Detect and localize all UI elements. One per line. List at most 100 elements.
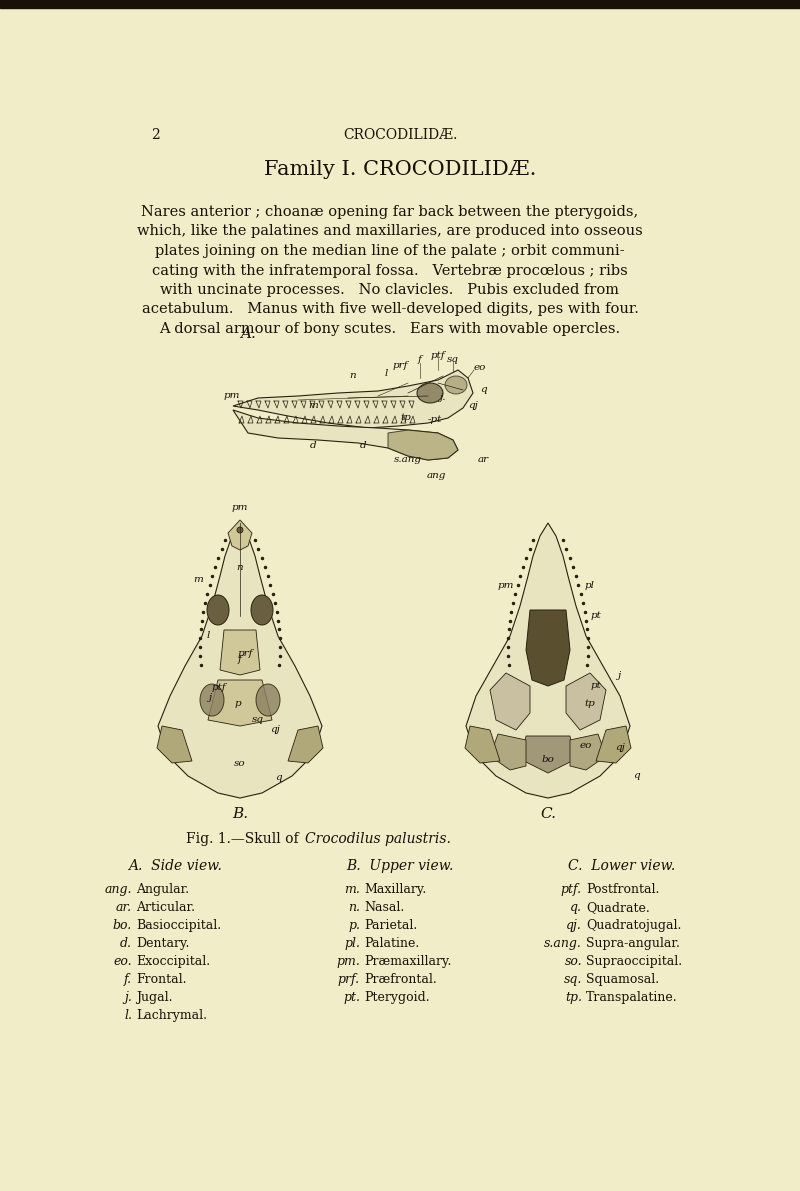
- Text: qj.: qj.: [566, 919, 582, 933]
- Text: B.: B.: [232, 807, 248, 821]
- Text: Articular.: Articular.: [136, 902, 195, 913]
- Text: Præmaxillary.: Præmaxillary.: [364, 955, 451, 968]
- Polygon shape: [466, 523, 630, 798]
- Text: with uncinate processes.   No clavicles.   Pubis excluded from: with uncinate processes. No clavicles. P…: [161, 283, 619, 297]
- Text: -pt: -pt: [428, 416, 442, 424]
- Text: d.: d.: [120, 937, 132, 950]
- Text: qj: qj: [270, 725, 280, 735]
- Text: qj: qj: [468, 401, 478, 411]
- Text: pl: pl: [585, 581, 595, 591]
- Text: pm: pm: [223, 392, 240, 400]
- Text: Nasal.: Nasal.: [364, 902, 404, 913]
- Text: n.: n.: [348, 902, 360, 913]
- Text: n: n: [350, 372, 356, 380]
- Text: 2: 2: [150, 127, 159, 142]
- Text: A.  Side view.: A. Side view.: [128, 859, 222, 873]
- Polygon shape: [570, 734, 606, 771]
- Text: Dentary.: Dentary.: [136, 937, 190, 950]
- Text: eo: eo: [580, 742, 592, 750]
- Text: pt.: pt.: [343, 991, 360, 1004]
- Polygon shape: [208, 680, 272, 727]
- Text: pt: pt: [590, 681, 602, 691]
- Text: l: l: [206, 631, 210, 641]
- Text: q: q: [274, 773, 282, 782]
- Text: Præfrontal.: Præfrontal.: [364, 973, 437, 986]
- Text: prf.: prf.: [338, 973, 360, 986]
- Text: bo.: bo.: [113, 919, 132, 933]
- Text: pm: pm: [232, 504, 248, 512]
- Ellipse shape: [207, 596, 229, 625]
- Text: sq: sq: [252, 716, 264, 724]
- Ellipse shape: [256, 684, 280, 716]
- Text: Nares anterior ; choanæ opening far back between the pterygoids,: Nares anterior ; choanæ opening far back…: [142, 205, 638, 219]
- Polygon shape: [566, 673, 606, 730]
- Text: C.: C.: [540, 807, 556, 821]
- Ellipse shape: [200, 684, 224, 716]
- Text: pl.: pl.: [344, 937, 360, 950]
- Polygon shape: [220, 630, 260, 675]
- Text: Lachrymal.: Lachrymal.: [136, 1009, 207, 1022]
- Text: CROCODILIDÆ.: CROCODILIDÆ.: [343, 127, 457, 142]
- Text: j: j: [618, 672, 622, 680]
- Text: so: so: [234, 759, 246, 767]
- Text: q: q: [480, 386, 486, 394]
- Text: ar: ar: [478, 455, 489, 464]
- Text: q: q: [633, 772, 639, 780]
- Text: Quadratojugal.: Quadratojugal.: [586, 919, 682, 933]
- Text: cating with the infratemporal fossa.   Vertebræ procœlous ; ribs: cating with the infratemporal fossa. Ver…: [152, 263, 628, 278]
- Text: l: l: [384, 369, 388, 379]
- Text: Jugal.: Jugal.: [136, 991, 173, 1004]
- Text: tp: tp: [585, 698, 595, 707]
- Text: ptf.: ptf.: [561, 883, 582, 896]
- Polygon shape: [158, 523, 322, 798]
- Text: Supraoccipital.: Supraoccipital.: [586, 955, 682, 968]
- Text: pm: pm: [498, 581, 514, 591]
- Ellipse shape: [417, 384, 443, 403]
- Polygon shape: [233, 410, 458, 460]
- Ellipse shape: [445, 376, 467, 394]
- Text: prf: prf: [238, 649, 253, 657]
- Text: s.ang.: s.ang.: [544, 937, 582, 950]
- Polygon shape: [596, 727, 631, 763]
- Text: s.ang: s.ang: [394, 455, 422, 464]
- Ellipse shape: [251, 596, 273, 625]
- Text: n: n: [237, 563, 243, 573]
- Text: eo: eo: [474, 363, 486, 373]
- Text: Palatine.: Palatine.: [364, 937, 419, 950]
- Polygon shape: [288, 727, 323, 763]
- Text: m: m: [193, 575, 203, 585]
- Text: bo: bo: [542, 755, 554, 765]
- Text: q.: q.: [570, 902, 582, 913]
- Text: B.  Upper view.: B. Upper view.: [346, 859, 454, 873]
- Text: j.: j.: [440, 393, 446, 403]
- Text: tp: tp: [401, 413, 411, 423]
- Text: f: f: [418, 355, 422, 364]
- Text: sq.: sq.: [564, 973, 582, 986]
- Text: Family I. CROCODILIDÆ.: Family I. CROCODILIDÆ.: [264, 160, 536, 179]
- Text: f: f: [238, 655, 242, 665]
- Text: d: d: [360, 441, 366, 449]
- Text: plates joining on the median line of the palate ; orbit communi-: plates joining on the median line of the…: [155, 244, 625, 258]
- Text: m: m: [308, 401, 318, 411]
- Text: pm.: pm.: [336, 955, 360, 968]
- Text: p: p: [234, 698, 242, 707]
- Text: Frontal.: Frontal.: [136, 973, 186, 986]
- Text: Transpalatine.: Transpalatine.: [586, 991, 678, 1004]
- Text: so.: so.: [564, 955, 582, 968]
- Text: Squamosal.: Squamosal.: [586, 973, 659, 986]
- Polygon shape: [465, 727, 500, 763]
- Text: eo.: eo.: [114, 955, 132, 968]
- Text: A dorsal armour of bony scutes.   Ears with movable opercles.: A dorsal armour of bony scutes. Ears wit…: [159, 322, 621, 336]
- Polygon shape: [526, 610, 570, 686]
- Polygon shape: [388, 430, 458, 460]
- Text: A.: A.: [240, 328, 256, 341]
- Polygon shape: [233, 370, 473, 428]
- Text: j.: j.: [124, 991, 132, 1004]
- Text: ang: ang: [426, 472, 446, 480]
- Text: Crocodilus palustris.: Crocodilus palustris.: [305, 833, 451, 846]
- Text: Supra-angular.: Supra-angular.: [586, 937, 680, 950]
- Text: which, like the palatines and maxillaries, are produced into osseous: which, like the palatines and maxillarie…: [137, 224, 643, 238]
- Text: qj: qj: [615, 743, 625, 753]
- Text: f.: f.: [124, 973, 132, 986]
- Text: ptf: ptf: [211, 684, 226, 692]
